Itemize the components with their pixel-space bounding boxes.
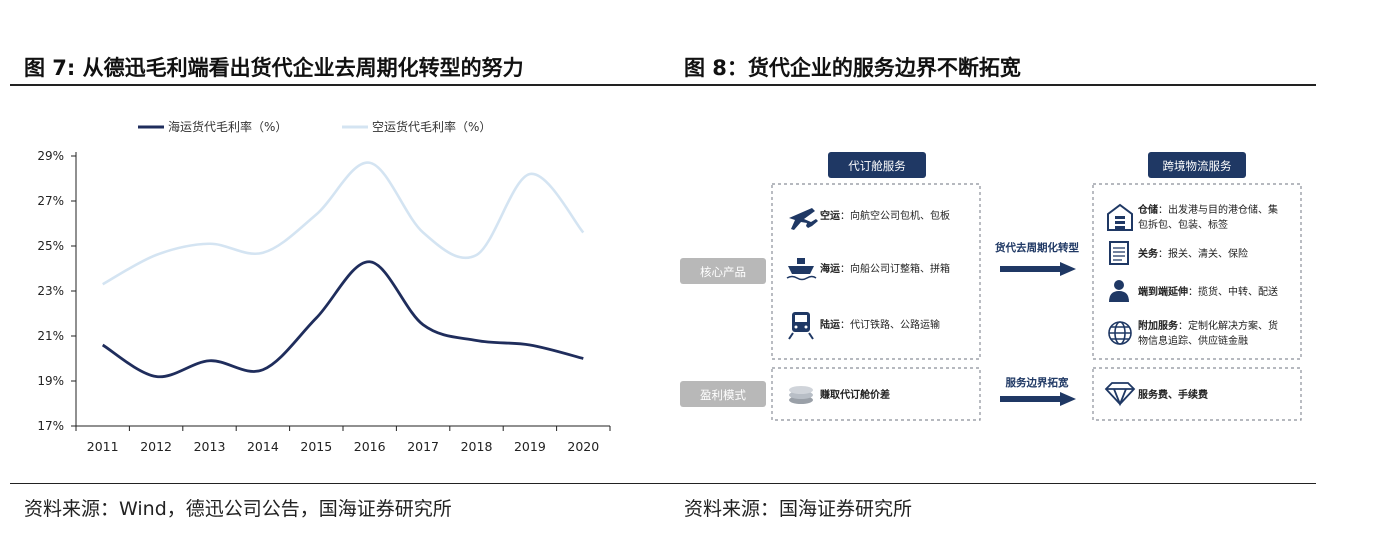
warehouse-icon bbox=[1107, 203, 1133, 231]
figure8-title: 图 8：货代企业的服务边界不断拓宽 bbox=[684, 56, 1021, 80]
diamond-icon bbox=[1104, 382, 1136, 407]
y-tick-label: 25% bbox=[37, 239, 64, 253]
header-right-box bbox=[1148, 152, 1246, 178]
y-tick-label: 17% bbox=[37, 419, 64, 433]
line-chart: 17% 19% 21% 23% 25% 27% 29% 2011 2012 2013 2014 201… bbox=[37, 119, 611, 454]
top-rule bbox=[10, 84, 1316, 86]
arrow-top-icon bbox=[1000, 262, 1076, 276]
x-tick-label: 2019 bbox=[514, 439, 546, 454]
core-left-box bbox=[771, 183, 981, 360]
y-tick-label: 23% bbox=[37, 284, 64, 298]
profit-right-box bbox=[1092, 367, 1302, 421]
profit-left-box bbox=[771, 367, 981, 421]
train-icon bbox=[788, 312, 814, 340]
profit-left-text: 赚取代订舱价差 bbox=[819, 388, 890, 401]
left-item-sea: 海运：向船公司订整箱、拼箱 bbox=[820, 262, 950, 275]
globe-icon bbox=[1108, 321, 1132, 345]
core-right-box bbox=[1092, 183, 1302, 360]
row-label-profit: 盈利模式 bbox=[700, 388, 746, 402]
left-item-land: 陆运：代订铁路、公路运输 bbox=[820, 318, 940, 331]
x-tick-label: 2017 bbox=[407, 439, 439, 454]
row-label-core-box bbox=[680, 258, 766, 284]
person-icon bbox=[1109, 280, 1129, 302]
x-tick-label: 2016 bbox=[354, 439, 386, 454]
airplane-icon bbox=[789, 208, 818, 230]
right-item-extra-line2: 物信息追踪、供应链金融 bbox=[1138, 334, 1248, 347]
profit-right-text: 服务费、手续费 bbox=[1138, 388, 1208, 401]
arrow-bottom-label: 服务边界拓宽 bbox=[1006, 376, 1069, 389]
row-label-profit-box bbox=[680, 381, 766, 407]
x-tick-label: 2013 bbox=[194, 439, 226, 454]
right-item-end2end: 端到端延伸：揽货、中转、配送 bbox=[1138, 285, 1278, 298]
header-left-label: 代订舱服务 bbox=[848, 159, 906, 173]
x-tick-label: 2015 bbox=[300, 439, 332, 454]
figure8-source: 资料来源：国海证券研究所 bbox=[684, 498, 913, 520]
right-item-extra: 附加服务：定制化解决方案、货 bbox=[1138, 319, 1278, 332]
x-tick-label: 2012 bbox=[140, 439, 172, 454]
x-tick-label: 2018 bbox=[461, 439, 493, 454]
y-tick-label: 19% bbox=[37, 374, 64, 388]
figure7-source: 资料来源：Wind，德迅公司公告，国海证券研究所 bbox=[24, 498, 452, 520]
figure7-title: 图 7: 从德迅毛利端看出货代企业去周期化转型的努力 bbox=[24, 56, 524, 80]
row-label-core: 核心产品 bbox=[700, 265, 746, 279]
y-tick-label: 21% bbox=[37, 329, 64, 343]
ship-icon bbox=[786, 258, 817, 281]
y-tick-label: 29% bbox=[37, 149, 64, 163]
document-icon bbox=[1109, 241, 1129, 265]
right-item-warehouse: 仓储：出发港与目的港仓储、集 bbox=[1137, 203, 1278, 216]
legend-label-1: 空运货代毛利率（%） bbox=[372, 119, 491, 134]
series-line-0 bbox=[101, 260, 584, 379]
header-left-box bbox=[828, 152, 926, 178]
arrow-top-label: 货代去周期化转型 bbox=[994, 241, 1079, 254]
left-item-air: 空运：向航空公司包机、包板 bbox=[820, 209, 950, 222]
bottom-rule bbox=[10, 483, 1316, 484]
y-tick-label: 27% bbox=[37, 194, 64, 208]
x-tick-label: 2020 bbox=[567, 439, 599, 454]
coins-icon bbox=[789, 386, 813, 404]
x-tick-label: 2011 bbox=[87, 439, 119, 454]
arrow-bottom-icon bbox=[1000, 392, 1076, 406]
series-line-1 bbox=[102, 161, 585, 286]
header-right-label: 跨境物流服务 bbox=[1163, 159, 1232, 173]
right-item-customs: 关务：报关、清关、保险 bbox=[1138, 247, 1248, 260]
right-item-warehouse-line2: 包拆包、包装、标签 bbox=[1138, 218, 1228, 231]
x-tick-label: 2014 bbox=[247, 439, 279, 454]
legend-label-0: 海运货代毛利率（%） bbox=[168, 119, 287, 134]
